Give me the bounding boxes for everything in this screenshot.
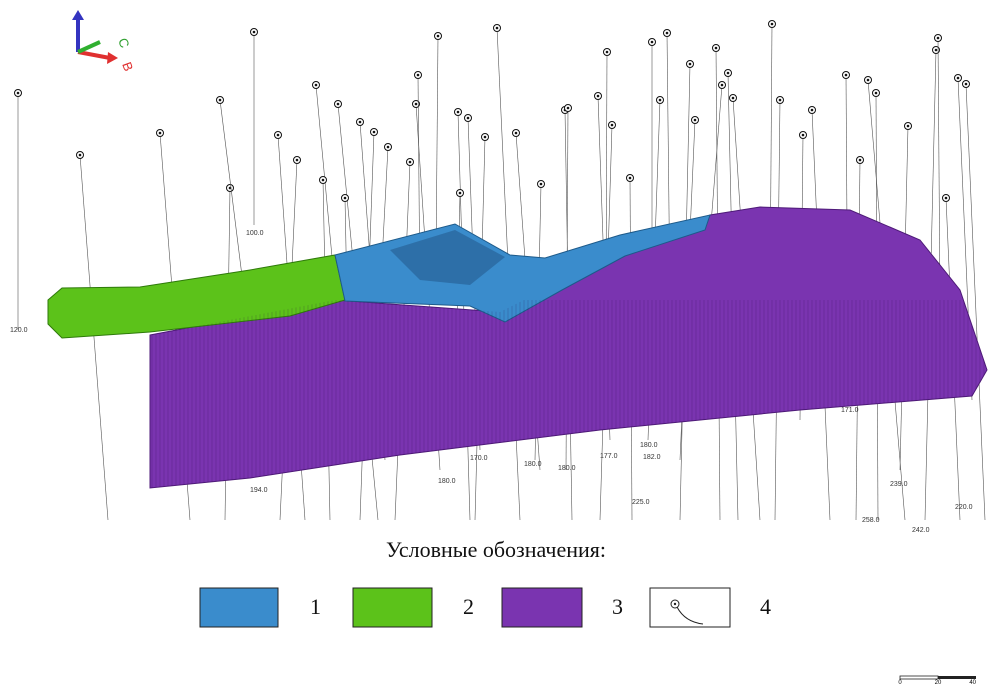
borehole-dot	[935, 49, 938, 52]
borehole-dot	[459, 192, 462, 195]
depth-label: 180.0	[558, 465, 576, 472]
borehole-dot	[907, 125, 910, 128]
borehole-dot	[802, 134, 805, 137]
unit-3-body	[150, 207, 987, 488]
borehole-dot	[811, 109, 814, 112]
depth-label: 180.0	[640, 442, 658, 449]
borehole-dot	[666, 32, 669, 35]
borehole-line	[80, 155, 108, 520]
borehole-dot	[732, 97, 735, 100]
borehole-dot	[296, 159, 299, 162]
scale-bar: 0 20 40	[898, 676, 976, 684]
borehole-dot	[79, 154, 82, 157]
borehole-dot	[651, 41, 654, 44]
borehole-dot	[467, 117, 470, 120]
depth-label: 170.0	[470, 455, 488, 462]
borehole-dot	[779, 99, 782, 102]
north-label: С	[115, 36, 132, 50]
borehole-dot	[344, 197, 347, 200]
borehole-line	[436, 36, 438, 260]
borehole-dot	[721, 84, 724, 87]
borehole-dot	[373, 131, 376, 134]
borehole-dot	[875, 92, 878, 95]
borehole-dot	[322, 179, 325, 182]
borehole-dot	[415, 103, 418, 106]
borehole-dot	[629, 177, 632, 180]
borehole-dot	[611, 124, 614, 127]
borehole-dot	[496, 27, 499, 30]
borehole-dot	[957, 77, 960, 80]
legend-swatch	[353, 588, 432, 627]
depth-label: 180.0	[438, 478, 456, 485]
legend-label: 3	[612, 594, 623, 619]
depth-label: 220.0	[955, 504, 973, 511]
depth-label: 120.0	[10, 327, 28, 334]
depth-label: 225.0	[632, 499, 650, 506]
borehole-dot	[597, 95, 600, 98]
borehole-dot	[484, 136, 487, 139]
borehole-dot	[277, 134, 280, 137]
depth-label: 239.0	[890, 481, 908, 488]
borehole-dot	[515, 132, 518, 135]
borehole-dot	[17, 92, 20, 95]
east-label: В	[119, 60, 136, 73]
borehole-dot	[659, 99, 662, 102]
legend-swatch	[650, 588, 730, 627]
depth-label: 100.0	[246, 230, 264, 237]
borehole-dot	[867, 79, 870, 82]
depth-label: 182.0	[643, 454, 661, 461]
legend-title: Условные обозначения:	[386, 537, 606, 562]
borehole-dot	[359, 121, 362, 124]
borehole-dot	[540, 183, 543, 186]
scale-label: 0	[898, 680, 902, 684]
borehole-dot	[219, 99, 222, 102]
depth-label: 194.0	[250, 487, 268, 494]
depth-label: 180.0	[524, 461, 542, 468]
borehole-dot	[159, 132, 162, 135]
borehole-dot	[417, 74, 420, 77]
borehole-dot	[689, 63, 692, 66]
legend-swatch	[502, 588, 582, 627]
depth-label: 258.0	[862, 517, 880, 524]
borehole-dot	[727, 72, 730, 75]
borehole-dot	[409, 161, 412, 164]
legend-swatch	[200, 588, 278, 627]
scale-label: 20	[935, 680, 942, 684]
borehole-line	[966, 84, 985, 520]
borehole-dot	[859, 159, 862, 162]
depth-label: 177.0	[600, 453, 618, 460]
borehole-dot	[694, 119, 697, 122]
legend-label: 1	[310, 594, 321, 619]
legend: Условные обозначения: 1 2 3 4	[200, 537, 771, 627]
borehole-dot	[606, 51, 609, 54]
legend-label: 2	[463, 594, 474, 619]
borehole-dot	[965, 83, 968, 86]
scale-label: 40	[969, 680, 976, 684]
borehole-dot	[457, 111, 460, 114]
borehole-line	[938, 38, 940, 300]
borehole-dot	[337, 103, 340, 106]
orientation-icon: С В	[72, 10, 136, 73]
borehole-dot	[567, 107, 570, 110]
borehole-dot	[945, 197, 948, 200]
borehole-dot	[937, 37, 940, 40]
borehole-line	[220, 100, 245, 300]
borehole-dot	[437, 35, 440, 38]
legend-label: 4	[760, 594, 771, 619]
depth-label: 242.0	[912, 527, 930, 534]
borehole-dot	[387, 146, 390, 149]
borehole-dot	[315, 84, 318, 87]
borehole-dot	[253, 31, 256, 34]
borehole-dot	[845, 74, 848, 77]
depth-label: 171.0	[841, 407, 859, 414]
scene: С В 120.0 100.0 194.0 180.0 170.0 180.0 …	[0, 0, 992, 684]
borehole-dot	[771, 23, 774, 26]
borehole-dot	[715, 47, 718, 50]
